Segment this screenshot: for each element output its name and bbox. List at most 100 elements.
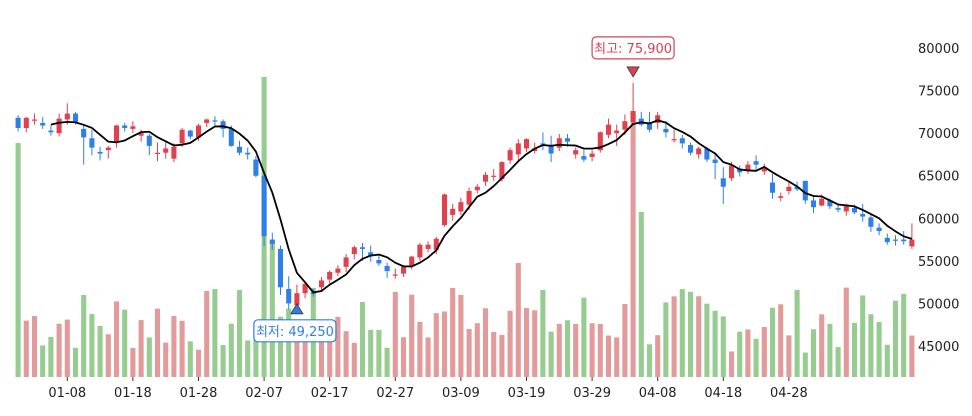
volume-bar	[212, 288, 218, 377]
volume-bar	[696, 296, 702, 377]
volume-bar	[48, 336, 54, 377]
volume-bar	[564, 320, 571, 377]
volume-bar	[868, 314, 874, 377]
min-callout-label: 최저: 49,250	[256, 325, 334, 340]
candle-body	[409, 256, 415, 266]
candle-body	[679, 138, 685, 144]
volume-bar	[712, 310, 718, 377]
candle-body	[245, 152, 251, 155]
volume-bar	[474, 323, 480, 377]
volume-bar	[720, 316, 726, 377]
volume-bar	[327, 337, 333, 377]
min-callout-box	[253, 319, 337, 343]
volume-bar	[679, 289, 685, 377]
candle-body	[253, 159, 259, 176]
candle-body	[228, 128, 234, 146]
candle-body	[794, 186, 800, 190]
candle-body	[122, 125, 128, 129]
candle-body	[286, 288, 292, 304]
y-tick-label: 65000	[918, 170, 959, 185]
candle-body	[318, 280, 325, 288]
volume-bar	[122, 309, 128, 377]
candle-body	[204, 119, 210, 123]
candle-body	[64, 113, 70, 120]
y-tick-label: 60000	[918, 212, 959, 227]
volume-bar	[179, 320, 185, 377]
x-axis: 01-08 01-18 01-28 02-07 02-17 02-27 03-09 03-19…	[48, 377, 808, 401]
candle-body	[458, 202, 464, 212]
candle-body	[220, 121, 226, 129]
volume-bar	[909, 335, 915, 377]
max-callout-label: 최고: 75,900	[594, 42, 672, 57]
volume-bar	[392, 291, 398, 377]
candle-body	[835, 208, 841, 210]
x-tick-label: 01-08	[48, 386, 86, 401]
volume-bar	[56, 323, 62, 377]
volume-bar	[458, 294, 464, 377]
candle-body	[605, 124, 612, 135]
volume-bar	[515, 263, 521, 377]
candle-body	[704, 148, 710, 160]
volume-bar	[532, 310, 538, 377]
candle-body	[482, 174, 489, 182]
candle-body	[105, 147, 111, 151]
candle-body	[745, 164, 751, 171]
x-tick-label: 02-17	[311, 386, 349, 401]
candle-body	[154, 152, 161, 154]
x-tick-label: 04-18	[704, 386, 742, 401]
candle-body	[884, 237, 890, 243]
volume-bar	[646, 344, 653, 377]
candle-body	[737, 168, 743, 173]
volume-bar	[761, 327, 767, 377]
volume-bar	[630, 113, 636, 377]
volume-bar	[581, 297, 587, 377]
moving-average-line	[50, 119, 913, 294]
volume-bar	[64, 319, 70, 377]
candle-body	[663, 128, 669, 133]
volume-bar	[728, 351, 735, 377]
candle-body	[589, 153, 595, 157]
candle-body	[31, 119, 38, 121]
candle-body	[712, 159, 718, 163]
volume-bar	[138, 320, 144, 377]
volume-bar	[113, 301, 120, 377]
volume-bar	[89, 314, 95, 377]
volume-bar	[597, 324, 603, 377]
volume-bar	[778, 304, 784, 377]
candle-body	[909, 239, 915, 247]
candle-body	[130, 126, 136, 129]
candle-body	[97, 151, 103, 154]
candle-body	[671, 139, 677, 141]
volume-bar	[614, 337, 620, 377]
candle-body	[450, 208, 456, 215]
volume-bar	[294, 334, 300, 377]
candle-body	[540, 143, 546, 145]
volume-bar	[450, 287, 456, 377]
volume-bar	[523, 308, 530, 377]
candle-body	[138, 133, 144, 136]
volume-bar	[851, 322, 858, 377]
candle-body	[236, 146, 243, 153]
volume-bar	[671, 296, 677, 377]
candle-body	[876, 227, 882, 232]
volume-bar	[81, 294, 87, 377]
volume-bar	[146, 337, 152, 377]
candle-body	[56, 118, 62, 134]
candle-body	[302, 283, 308, 294]
candle-body	[843, 204, 849, 212]
candle-body	[187, 130, 193, 137]
candle-body	[261, 175, 267, 237]
candle-body	[868, 217, 874, 227]
y-tick-label: 80000	[918, 42, 959, 57]
x-tick-label: 03-19	[508, 386, 546, 401]
volume-bar	[220, 345, 226, 377]
x-tick-label: 03-29	[573, 386, 611, 401]
candle-body	[376, 260, 382, 264]
volume-bar	[105, 334, 111, 377]
candle-body	[556, 138, 562, 148]
candle-body	[851, 208, 858, 213]
candle-body	[860, 214, 866, 217]
volume-bar	[655, 335, 661, 377]
volume-bar	[663, 302, 669, 377]
volume-bar	[130, 347, 136, 377]
